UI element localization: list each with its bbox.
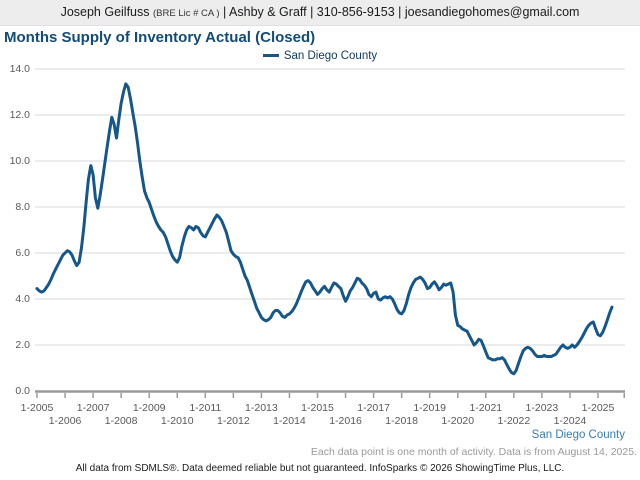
y-tick-label: 2.0: [15, 339, 30, 351]
x-tick-label: 1-2018: [385, 415, 418, 427]
x-tick-label: 1-2014: [273, 415, 306, 427]
chart-legend[interactable]: San Diego County: [0, 50, 640, 62]
x-tick-label: 1-2025: [581, 402, 615, 414]
x-tick-label: 1-2013: [245, 402, 278, 414]
y-tick-label: 0.0: [15, 385, 30, 397]
y-tick-label: 6.0: [15, 247, 30, 259]
y-tick-label: 14.0: [9, 63, 30, 75]
footer-series-label: San Diego County: [531, 429, 625, 441]
x-tick-label: 1-2005: [20, 402, 54, 414]
y-tick-label: 4.0: [15, 293, 30, 305]
x-tick-label: 1-2017: [357, 402, 390, 414]
x-tick-label: 1-2010: [160, 415, 194, 427]
x-tick-label: 1-2009: [132, 402, 166, 414]
x-tick-label: 1-2016: [329, 415, 362, 427]
x-tick-label: 1-2022: [497, 415, 531, 427]
x-tick-label: 1-2006: [48, 415, 82, 427]
disclaimer-text: All data from SDMLS®. Data deemed reliab…: [75, 463, 565, 474]
x-tick-label: 1-2020: [441, 415, 475, 427]
agent-license: (BRE Lic # CA ): [152, 8, 220, 19]
x-tick-label: 1-2011: [189, 402, 222, 414]
chart-title: Months Supply of Inventory Actual (Close…: [4, 29, 316, 46]
agent-name: Joseph Geilfuss: [60, 5, 150, 19]
x-tick-label: 1-2015: [301, 402, 334, 414]
agent-header-bar: Joseph Geilfuss (BRE Lic # CA ) | Ashby …: [0, 0, 640, 26]
series-line-san-diego-county[interactable]: [35, 82, 614, 376]
x-tick-label: 1-2019: [413, 402, 447, 414]
legend-line-swatch-icon: [262, 53, 279, 57]
x-tick-label: 1-2023: [525, 402, 559, 414]
data-note: Each data point is one month of activity…: [310, 446, 637, 458]
agent-contact-info: | Ashby & Graff | 310-856-9153 | joesand…: [223, 5, 580, 19]
x-tick-label: 1-2021: [469, 402, 503, 414]
x-tick-label: 1-2007: [76, 402, 110, 414]
y-tick-label: 12.0: [9, 109, 30, 121]
x-tick-label: 1-2008: [104, 415, 138, 427]
x-tick-label: 1-2012: [216, 415, 250, 427]
y-tick-label: 8.0: [15, 201, 30, 213]
legend-label: San Diego County: [283, 50, 378, 62]
x-tick-label: 1-2024: [553, 415, 587, 427]
y-tick-label: 10.0: [9, 155, 30, 167]
